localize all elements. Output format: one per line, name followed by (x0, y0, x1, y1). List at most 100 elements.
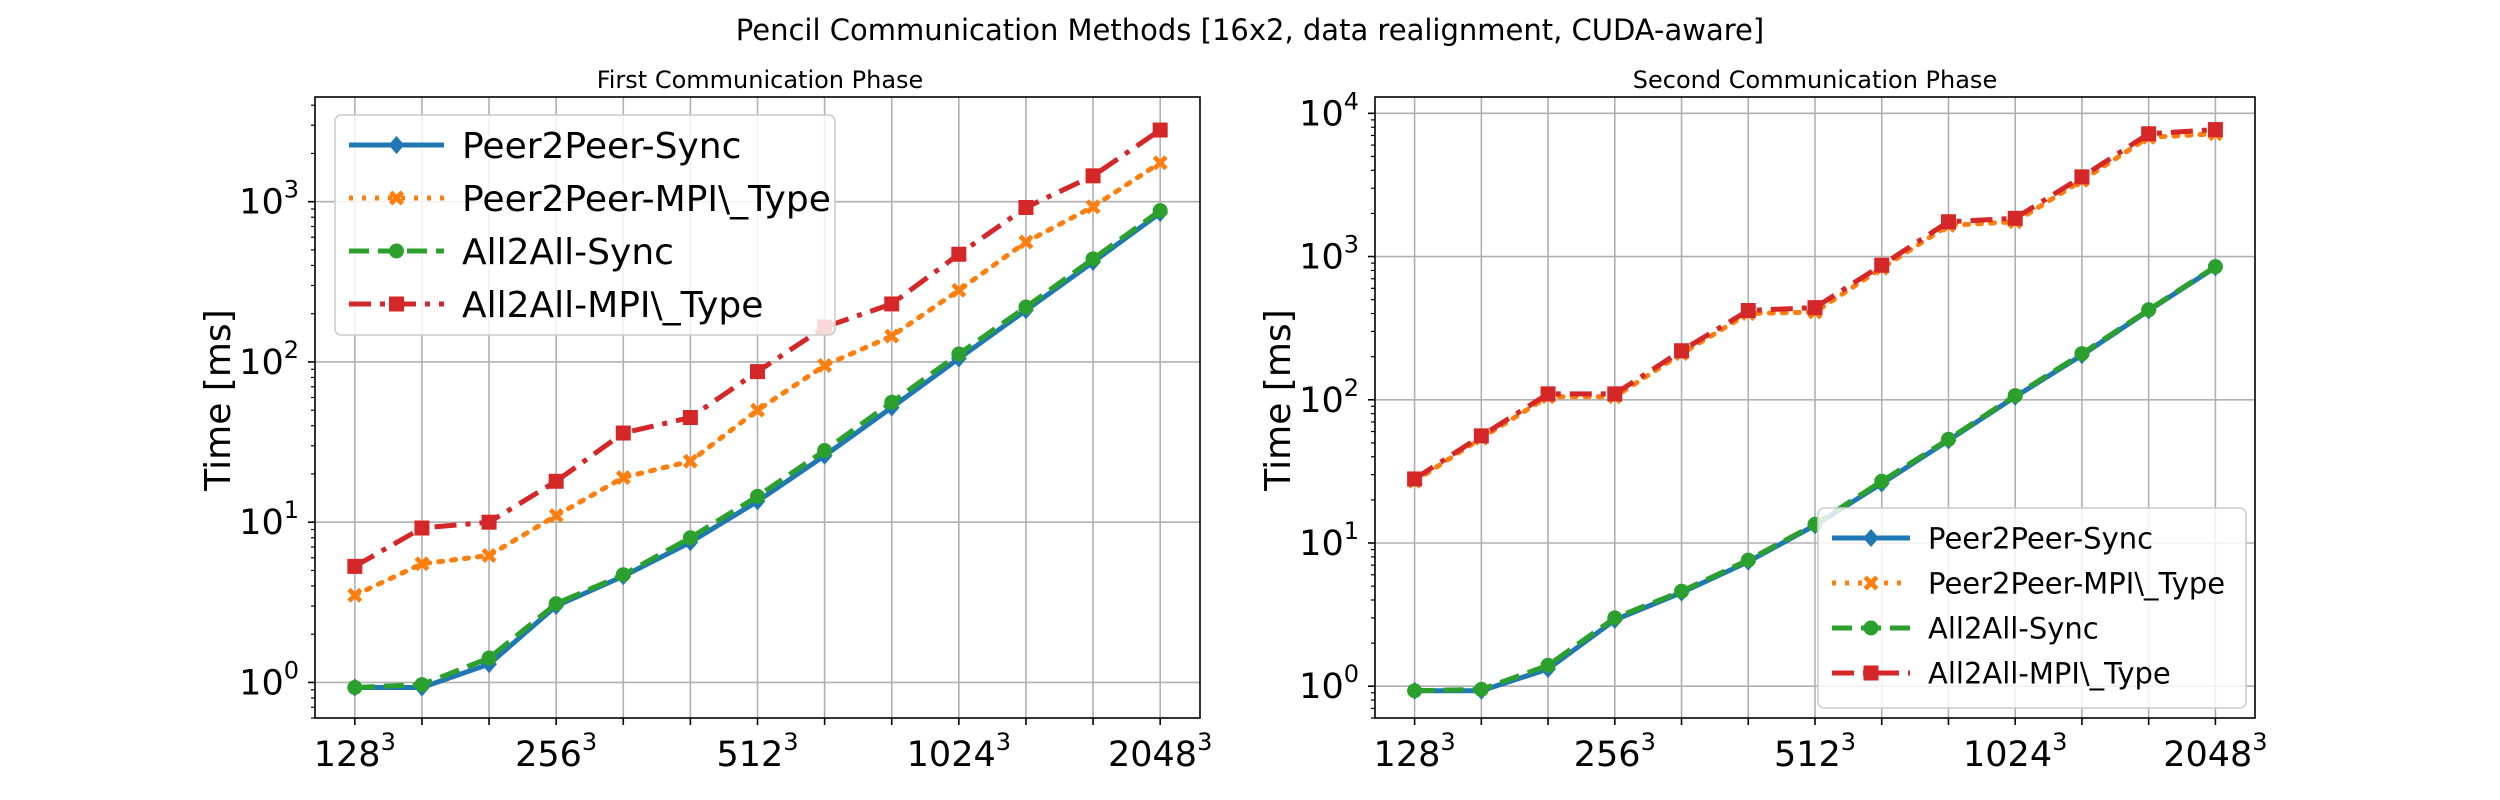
data-point (1473, 428, 1489, 444)
data-point (2207, 259, 2223, 275)
legend-marker (389, 296, 404, 312)
data-point (1085, 199, 1101, 215)
legend: Peer2Peer-Sync Peer2Peer-MPI\_Type All2All… (334, 114, 836, 336)
series-all2all-mpi-type (347, 122, 1168, 574)
data-point (1085, 168, 1101, 184)
data-point (1740, 303, 1756, 319)
left-chart-title: First Communication Phase (597, 66, 924, 94)
data-point (682, 530, 698, 546)
y-tick-exponent: 4 (1344, 87, 1359, 115)
legend-marker (389, 190, 404, 206)
legend-label: All2All-MPI\_Type (462, 285, 763, 326)
x-tick-base: 512 (716, 735, 783, 775)
y-tick-label: 104 (1299, 87, 1359, 134)
y-tick-base: 10 (1299, 524, 1344, 564)
y-tick-label: 102 (1299, 374, 1359, 421)
x-tick-exponent: 3 (996, 728, 1011, 756)
legend-marker (1863, 665, 1879, 681)
legend-label: Peer2Peer-MPI\_Type (462, 179, 831, 220)
data-point (884, 296, 900, 312)
y-tick-exponent: 3 (1344, 231, 1359, 259)
series-peer2peer-mpi-type (347, 155, 1168, 603)
data-point (414, 677, 430, 693)
data-point (2141, 302, 2157, 318)
series-all2all-sync (1407, 259, 2223, 699)
plot-frame (314, 96, 1201, 719)
data-point (1540, 386, 1556, 402)
data-point (548, 596, 564, 612)
x-tick-exponent: 3 (1440, 728, 1455, 756)
x-tick-label: 5123 (716, 728, 798, 775)
data-point (347, 679, 363, 695)
legend-label: All2All-Sync (1928, 611, 2099, 645)
x-tick-base: 1024 (1963, 735, 2052, 775)
x-tick-base: 1024 (907, 735, 996, 775)
y-tick-base: 10 (1299, 667, 1344, 707)
data-point (951, 346, 967, 362)
data-point (1085, 251, 1101, 267)
data-point (750, 364, 765, 380)
data-point (2074, 346, 2090, 362)
data-point (817, 358, 833, 374)
x-tick-exponent: 3 (582, 728, 597, 756)
data-point (1407, 471, 1423, 487)
data-point (951, 246, 967, 262)
x-tick-label: 20483 (2163, 728, 2267, 775)
data-point (1674, 343, 1690, 359)
left-chart-y-axis-label: Time [ms] (198, 309, 239, 491)
y-tick-base: 10 (239, 663, 284, 703)
data-point (1607, 386, 1623, 402)
legend-box (1817, 507, 2247, 709)
x-tick-exponent: 3 (2252, 728, 2267, 756)
y-tick-base: 10 (239, 183, 284, 223)
right-chart-title: Second Communication Phase (1633, 66, 1997, 94)
y-tick-exponent: 2 (284, 336, 299, 364)
data-point (615, 567, 631, 583)
data-point (1540, 657, 1556, 673)
y-tick-base: 10 (1299, 94, 1344, 134)
x-tick-exponent: 3 (381, 728, 396, 756)
x-tick-base: 128 (1374, 735, 1441, 775)
series-all2all-mpi-type (1407, 122, 2223, 487)
data-point (1018, 199, 1034, 215)
data-point (951, 282, 967, 298)
data-point (2141, 126, 2157, 142)
data-point (1407, 683, 1423, 699)
data-point (1740, 552, 1756, 568)
y-tick-label: 101 (1299, 517, 1359, 564)
data-point (414, 556, 430, 572)
legend-marker (1863, 529, 1879, 547)
y-tick-label: 101 (239, 496, 299, 543)
data-point (1152, 155, 1168, 171)
data-point (2007, 388, 2023, 404)
legend-box (334, 114, 836, 336)
data-point (1674, 583, 1690, 599)
data-point (1940, 431, 1956, 447)
legend-label: Peer2Peer-Sync (462, 126, 741, 167)
y-tick-exponent: 1 (284, 496, 299, 524)
legend-label: All2All-MPI\_Type (1928, 656, 2171, 690)
data-point (481, 650, 497, 666)
x-tick-exponent: 3 (1841, 728, 1856, 756)
y-tick-base: 10 (1299, 238, 1344, 278)
data-point (548, 508, 564, 524)
legend: Peer2Peer-Sync Peer2Peer-MPI\_Type All2All… (1817, 507, 2247, 709)
legend-label: Peer2Peer-MPI\_Type (1928, 566, 2225, 600)
data-point (884, 394, 900, 410)
x-tick-label: 2563 (1574, 728, 1656, 775)
legend-marker (1863, 620, 1879, 636)
y-tick-base: 10 (239, 343, 284, 383)
x-tick-label: 10243 (907, 728, 1011, 775)
right-chart-y-axis-label: Time [ms] (1258, 309, 1299, 491)
legend-label: All2All-Sync (462, 232, 674, 273)
data-point (750, 488, 765, 504)
y-tick-label: 100 (1299, 660, 1359, 707)
data-point (2074, 169, 2090, 185)
x-tick-exponent: 3 (2052, 728, 2067, 756)
x-tick-base: 256 (1574, 735, 1641, 775)
x-tick-base: 512 (1774, 735, 1841, 775)
data-point (548, 473, 564, 489)
y-tick-label: 100 (239, 656, 299, 703)
x-tick-base: 128 (314, 735, 381, 775)
